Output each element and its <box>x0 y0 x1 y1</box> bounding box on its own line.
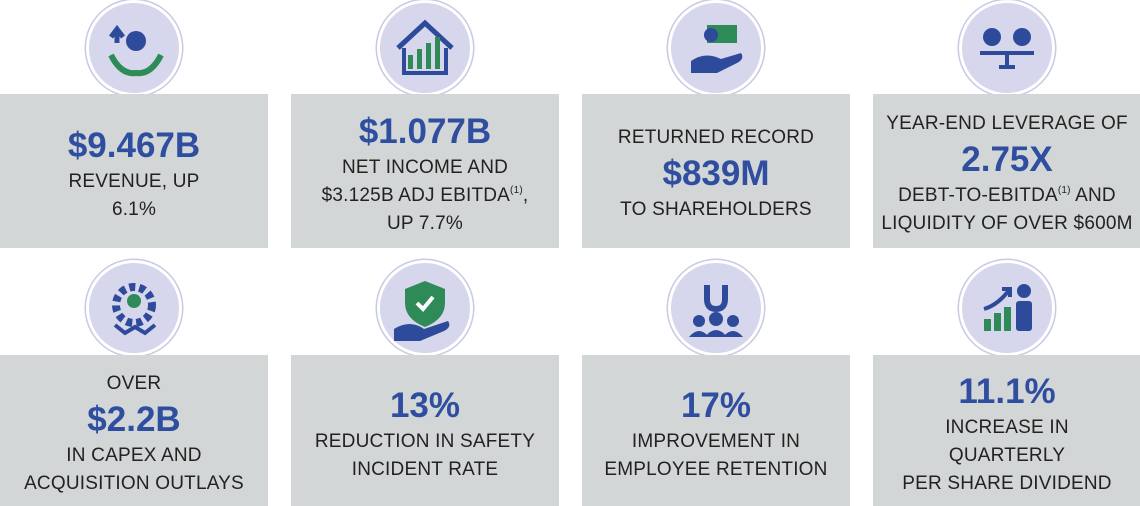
line-text: EMPLOYEE RETENTION <box>604 458 828 480</box>
text-line: INCREASE IN <box>945 414 1069 442</box>
text-line: OVER <box>107 370 162 398</box>
stat-box: $9.467B REVENUE, UP 6.1% <box>0 94 268 248</box>
stat-box: 13% REDUCTION IN SAFETY INCIDENT RATE <box>291 355 559 506</box>
icon <box>689 285 743 337</box>
line-tail: , <box>522 185 529 206</box>
text-line: DEBT-TO-EBITDA(1) AND <box>898 182 1116 210</box>
line-text: INCREASE IN <box>945 416 1069 438</box>
highlight-value: $2.2B <box>87 399 181 439</box>
stat-box: 11.1% INCREASE IN QUARTERLY PER SHARE DIVID… <box>873 355 1140 506</box>
highlight-value: $9.467B <box>67 126 201 165</box>
line-text: ACQUISITION OUTLAYS <box>24 472 244 494</box>
text-line: QUARTERLY <box>949 442 1065 470</box>
highlight-value: $1.077B <box>358 112 492 151</box>
line-text: OVER <box>106 372 162 394</box>
footnote-ref: (1) <box>510 185 523 196</box>
icon <box>980 28 1034 69</box>
line-text: QUARTERLY <box>948 444 1066 466</box>
text-line: IN CAPEX AND <box>66 442 201 470</box>
text-line: REDUCTION IN SAFETY <box>315 428 535 456</box>
stat-box: RETURNED RECORD $839M TO SHAREHOLDERS <box>582 94 850 248</box>
line-tail: AND <box>1070 185 1116 206</box>
text-line: ACQUISITION OUTLAYS <box>24 470 244 498</box>
text-line: INCIDENT RATE <box>352 456 499 484</box>
line-text: 6.1% <box>111 199 157 220</box>
line-text: UP 7.7% <box>386 213 464 234</box>
icon-circle <box>959 260 1055 356</box>
line-text: REDUCTION IN SAFETY <box>314 430 536 452</box>
icon-circle <box>959 0 1055 96</box>
line-text: NET INCOME AND <box>341 157 509 178</box>
highlight-value: 13% <box>389 385 461 425</box>
line-text: YEAR-END LEVERAGE OF <box>886 113 1128 134</box>
highlight-value: $839M <box>662 154 770 193</box>
text-line: RETURNED RECORD <box>618 124 814 152</box>
text-line: $3.125B ADJ EBITDA(1), <box>322 182 529 210</box>
icon <box>108 24 164 77</box>
line-text: INCIDENT RATE <box>351 458 499 480</box>
text-line: LIQUIDITY OF OVER $600M <box>881 210 1132 238</box>
line-text: LIQUIDITY OF OVER $600M <box>881 213 1133 234</box>
text-line: PER SHARE DIVIDEND <box>902 470 1111 498</box>
line-text: RETURNED RECORD <box>617 127 815 148</box>
highlight-value: 11.1% <box>958 371 1056 411</box>
line-text: REVENUE, UP <box>68 171 200 192</box>
icon <box>394 281 450 341</box>
stat-box: YEAR-END LEVERAGE OF 2.75X DEBT-TO-EBITDA(… <box>873 94 1140 248</box>
line-text: PER SHARE DIVIDEND <box>902 472 1112 494</box>
footnote-ref: (1) <box>1057 185 1071 196</box>
line-text: IMPROVEMENT IN <box>631 430 801 452</box>
icon <box>396 19 454 75</box>
text-line: IMPROVEMENT IN <box>632 428 800 456</box>
icon <box>691 25 743 73</box>
line-text: TO SHAREHOLDERS <box>620 199 812 220</box>
text-line: UP 7.7% <box>387 210 463 238</box>
text-line: REVENUE, UP <box>68 168 199 196</box>
line-text: DEBT-TO-EBITDA <box>898 185 1058 206</box>
text-line: 6.1% <box>112 196 156 224</box>
line-text: IN CAPEX AND <box>66 444 202 466</box>
text-line: YEAR-END LEVERAGE OF <box>886 110 1128 138</box>
icon <box>112 283 157 336</box>
text-line: TO SHAREHOLDERS <box>620 196 812 224</box>
stat-box: 17% IMPROVEMENT IN EMPLOYEE RETENTION <box>582 355 850 506</box>
highlight-value: 17% <box>680 385 752 425</box>
text-line: NET INCOME AND <box>342 154 508 182</box>
line-text: $3.125B ADJ EBITDA <box>321 185 511 206</box>
text-line: EMPLOYEE RETENTION <box>604 456 827 484</box>
icon-circle <box>86 0 182 96</box>
highlight-value: 2.75X <box>961 140 1053 179</box>
icon-circle <box>86 260 182 356</box>
icon-circle <box>668 0 764 96</box>
icon-circle <box>668 260 764 356</box>
stat-box: OVER $2.2B IN CAPEX AND ACQUISITION OUTLAYS <box>0 355 268 506</box>
icon-circle <box>377 260 473 356</box>
stat-box: $1.077B NET INCOME AND $3.125B ADJ EBITDA(… <box>291 94 559 248</box>
icon <box>983 284 1032 331</box>
icon-circle <box>377 0 473 96</box>
